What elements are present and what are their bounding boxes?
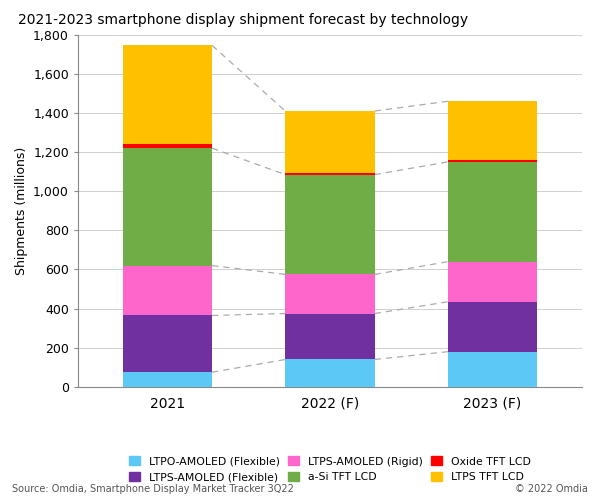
- Bar: [448, 352, 537, 387]
- Bar: [123, 265, 212, 315]
- Y-axis label: Shipments (millions): Shipments (millions): [14, 147, 28, 275]
- Bar: [123, 148, 212, 265]
- Bar: [123, 46, 212, 144]
- Bar: [123, 315, 212, 372]
- Text: 2021-2023 smartphone display shipment forecast by technology: 2021-2023 smartphone display shipment fo…: [17, 12, 467, 27]
- Bar: [448, 160, 537, 162]
- Bar: [285, 313, 375, 360]
- Bar: [448, 162, 537, 262]
- Bar: [285, 175, 375, 274]
- Bar: [448, 101, 537, 160]
- Bar: [285, 173, 375, 175]
- Legend: LTPO-AMOLED (Flexible), LTPS-AMOLED (Flexible), LTPS-AMOLED (Rigid), a-Si TFT LC: LTPO-AMOLED (Flexible), LTPS-AMOLED (Fle…: [125, 452, 535, 487]
- Bar: [285, 360, 375, 387]
- Bar: [285, 274, 375, 313]
- Bar: [123, 372, 212, 387]
- Bar: [285, 111, 375, 173]
- Text: Source: Omdia, Smartphone Display Market Tracker 3Q22: Source: Omdia, Smartphone Display Market…: [12, 484, 294, 494]
- Bar: [448, 262, 537, 302]
- Text: © 2022 Omdia: © 2022 Omdia: [515, 484, 588, 494]
- Bar: [123, 144, 212, 148]
- Bar: [448, 302, 537, 352]
